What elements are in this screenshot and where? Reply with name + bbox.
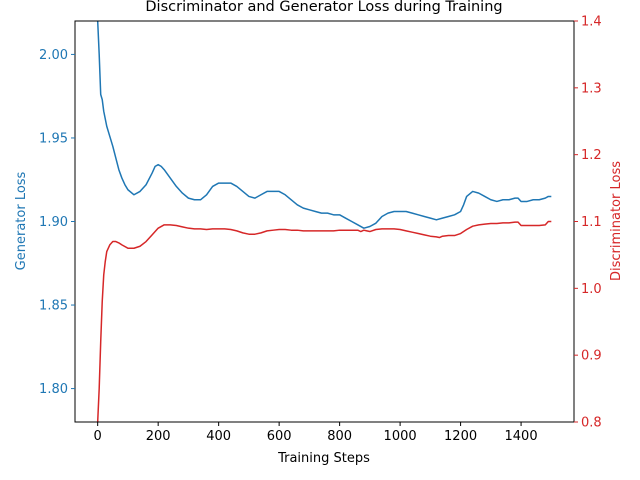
y-right-tick-label: 0.9	[581, 349, 602, 364]
x-axis-label: Training Steps	[277, 451, 370, 466]
y-axis-left-label: Generator Loss	[14, 171, 29, 270]
x-tick-label: 200	[146, 429, 171, 444]
x-tick-label: 800	[327, 429, 352, 444]
y-left-tick-label: 1.80	[39, 382, 68, 397]
series-layer	[96, 21, 552, 422]
x-tick-label: 600	[267, 429, 292, 444]
y-axis-left: 1.80 1.85 1.90 1.95 2.00	[39, 48, 75, 397]
y-left-tick-label: 2.00	[39, 48, 68, 63]
generator-loss-line	[96, 21, 552, 229]
plot-frame	[74, 20, 575, 423]
y-axis-right: 0.8 0.9 1.0 1.1 1.2 1.3 1.4	[574, 15, 602, 431]
x-axis: 0 200 400 600 800 1000 1200 1400	[94, 422, 538, 444]
y-right-tick-label: 1.4	[581, 15, 602, 30]
x-tick-label: 1200	[444, 429, 477, 444]
y-right-tick-label: 1.0	[581, 282, 602, 297]
y-right-tick-label: 1.1	[581, 215, 602, 230]
y-axis-right-label: Discriminator Loss	[609, 161, 624, 281]
y-left-tick-label: 1.95	[39, 131, 68, 146]
y-right-tick-label: 1.3	[581, 81, 602, 96]
x-tick-label: 400	[206, 429, 231, 444]
chart-title: Discriminator and Generator Loss during …	[145, 0, 502, 15]
x-tick-label: 1000	[384, 429, 417, 444]
x-tick-label: 1400	[505, 429, 538, 444]
y-left-tick-label: 1.90	[39, 215, 68, 230]
y-right-tick-label: 0.8	[581, 416, 602, 431]
discriminator-loss-line	[96, 220, 552, 422]
x-tick-label: 0	[94, 429, 102, 444]
y-right-tick-label: 1.2	[581, 148, 602, 163]
y-left-tick-label: 1.85	[39, 299, 68, 314]
